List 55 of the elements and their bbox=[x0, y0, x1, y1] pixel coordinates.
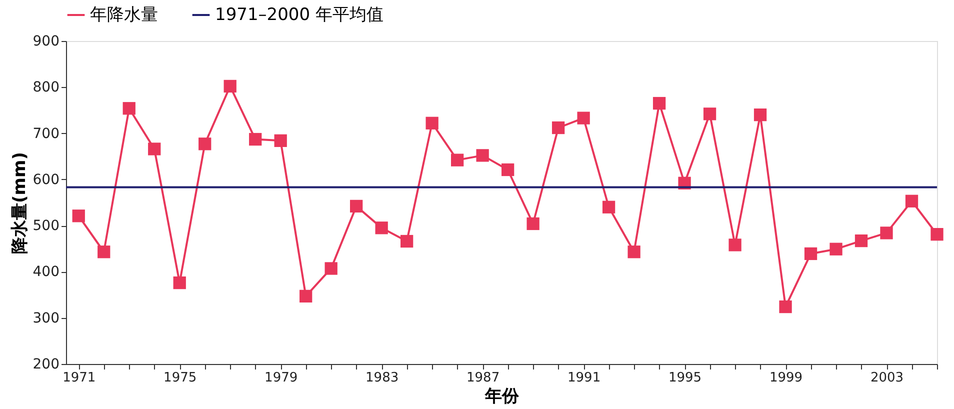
point bbox=[754, 108, 767, 122]
point bbox=[375, 222, 388, 234]
point bbox=[98, 246, 110, 258]
point bbox=[628, 246, 640, 258]
point bbox=[350, 200, 363, 213]
point bbox=[122, 102, 136, 115]
point bbox=[400, 234, 414, 248]
y-tick-label: 700 bbox=[32, 126, 60, 142]
y-tick-label: 200 bbox=[32, 356, 60, 372]
point bbox=[804, 247, 818, 260]
point bbox=[830, 242, 842, 256]
x-tick-label: 1987 bbox=[466, 370, 500, 386]
point bbox=[198, 138, 212, 150]
x-tick-label: 1975 bbox=[164, 370, 197, 386]
x-tick-label: 1971 bbox=[62, 370, 96, 386]
x-tick-label: 2003 bbox=[870, 370, 904, 386]
point bbox=[324, 262, 338, 275]
y-tick-label: 800 bbox=[32, 80, 60, 96]
y-tick-label: 500 bbox=[32, 218, 60, 234]
point bbox=[476, 149, 489, 162]
y-axis-title: 降水量(mm) bbox=[10, 152, 30, 254]
point bbox=[880, 226, 893, 240]
point bbox=[652, 96, 666, 110]
point bbox=[173, 276, 186, 290]
point bbox=[703, 108, 716, 120]
x-tick-label: 1979 bbox=[264, 370, 298, 386]
point bbox=[274, 134, 287, 147]
point bbox=[148, 142, 161, 156]
point bbox=[249, 132, 262, 146]
point bbox=[602, 200, 616, 214]
x-tick-label: 1995 bbox=[668, 370, 702, 386]
x-axis-title: 年份 bbox=[484, 386, 520, 406]
y-tick-label: 900 bbox=[32, 34, 60, 50]
y-tick-label: 600 bbox=[32, 172, 60, 188]
x-tick-label: 1999 bbox=[769, 370, 803, 386]
point bbox=[426, 116, 438, 130]
point bbox=[526, 217, 540, 230]
point bbox=[224, 80, 236, 93]
point bbox=[930, 228, 944, 241]
point bbox=[779, 300, 792, 314]
y-tick-label: 400 bbox=[32, 264, 60, 280]
x-tick-label: 1983 bbox=[366, 370, 399, 386]
legend-label: 1971–2000 年平均值 bbox=[215, 5, 384, 25]
point bbox=[854, 234, 868, 248]
point bbox=[501, 163, 514, 176]
point bbox=[905, 194, 918, 208]
point bbox=[728, 238, 742, 252]
point bbox=[300, 290, 312, 302]
legend-label: 年降水量 bbox=[90, 5, 158, 25]
point bbox=[577, 112, 590, 124]
y-tick-label: 300 bbox=[32, 310, 60, 326]
x-tick-label: 1991 bbox=[568, 370, 601, 386]
point bbox=[72, 210, 85, 222]
point bbox=[450, 154, 464, 166]
point bbox=[552, 121, 565, 134]
